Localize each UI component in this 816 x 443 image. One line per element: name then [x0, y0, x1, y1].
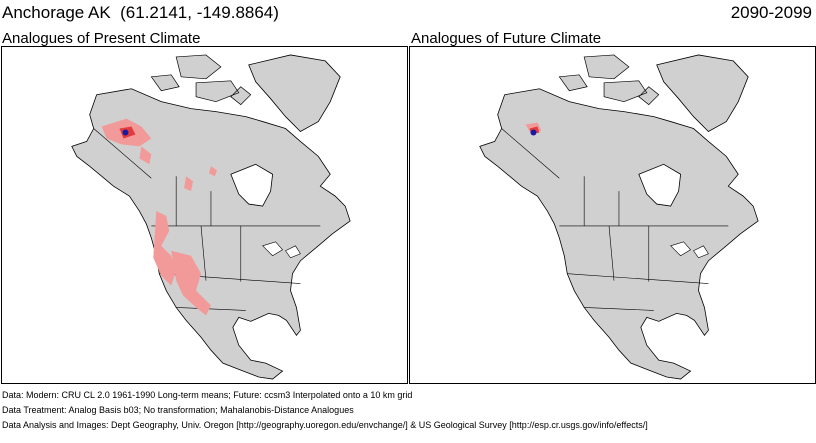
north-america-landmass — [479, 88, 759, 380]
great-lakes — [670, 241, 709, 259]
present-panel-title: Analogues of Present Climate — [2, 30, 201, 47]
present-climate-map — [1, 46, 408, 384]
north-america-landmass — [71, 88, 351, 380]
land-shapes — [479, 54, 759, 380]
boundaries — [93, 128, 321, 311]
footer-credits-line: Data Analysis and Images: Dept Geography… — [2, 420, 648, 430]
future-panel-title: Analogues of Future Climate — [411, 30, 602, 47]
hudson-bay — [230, 163, 274, 207]
location-title: Anchorage AK (61.2141, -149.8864) — [2, 3, 279, 22]
footer-data-line: Data: Modern: CRU CL 2.0 1961-1990 Long-… — [2, 390, 413, 400]
location-marker — [529, 126, 540, 136]
boundaries — [501, 128, 729, 311]
future-climate-map — [409, 46, 816, 384]
arctic-islands — [150, 54, 252, 106]
footer-treatment-line: Data Treatment: Analog Basis b03; No tra… — [2, 405, 354, 415]
greenland — [248, 54, 341, 132]
great-lakes — [262, 241, 301, 259]
period-label: 2090-2099 — [730, 3, 812, 22]
present-analogue-regions — [101, 118, 217, 316]
arctic-islands — [558, 54, 660, 106]
location-marker — [119, 126, 136, 139]
hudson-bay — [638, 163, 682, 207]
greenland — [656, 54, 749, 132]
land-shapes — [71, 54, 351, 380]
